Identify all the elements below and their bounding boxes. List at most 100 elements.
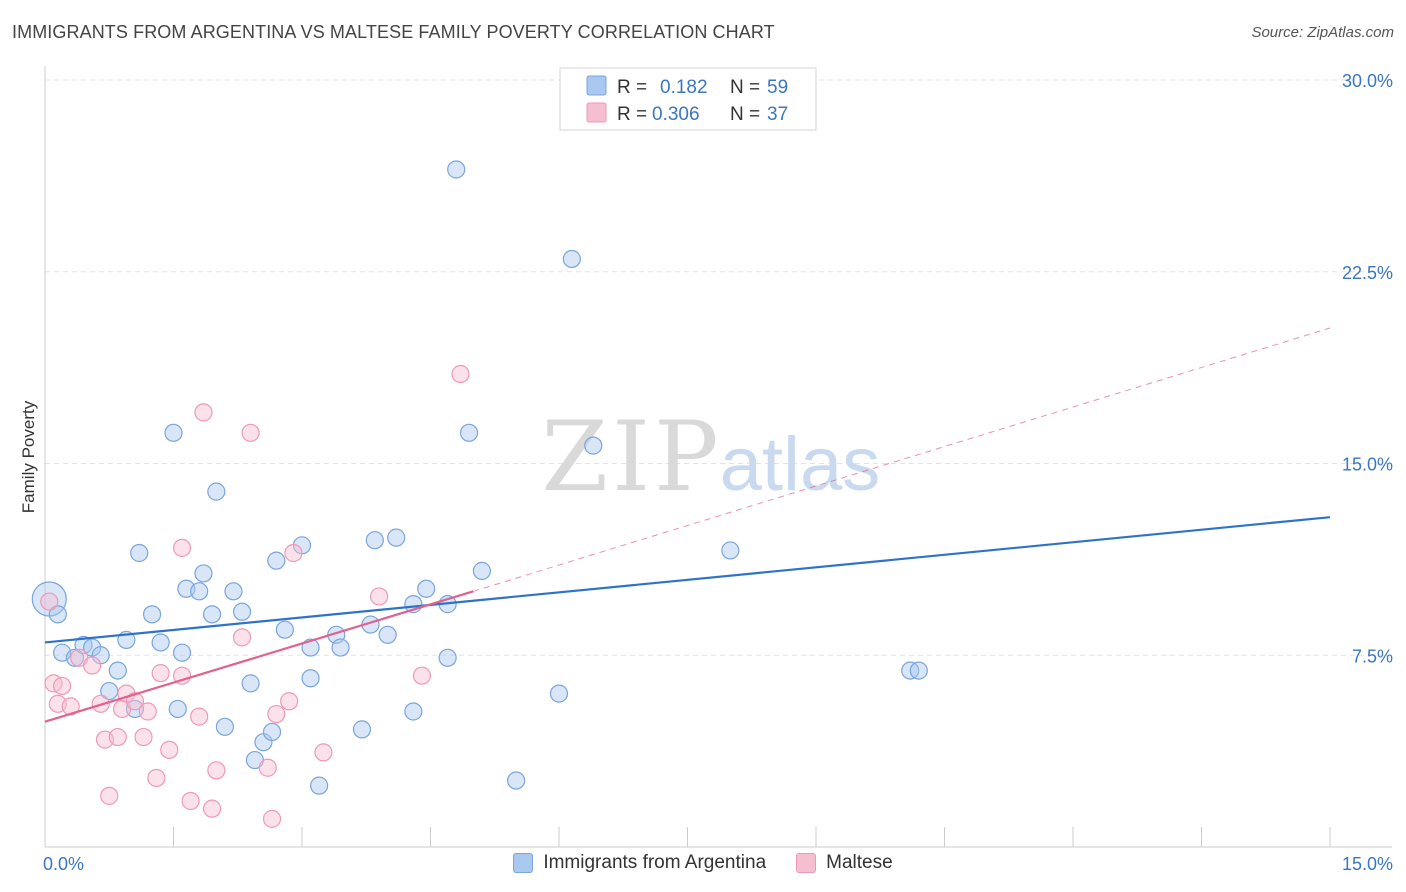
legend-swatch-argentina	[513, 853, 534, 873]
maltese-point	[134, 727, 153, 747]
argentina-point	[378, 625, 397, 644]
maltese-point	[181, 791, 200, 811]
argentina-point	[232, 602, 252, 621]
legend-label-maltese: Maltese	[826, 852, 893, 873]
grid-lines	[45, 79, 1392, 656]
legend-item-maltese: Maltese	[796, 852, 893, 874]
argentina-point	[142, 605, 162, 624]
argentina-point	[301, 669, 320, 688]
argentina-point	[151, 633, 170, 652]
x-tick-label: 0.0%	[43, 854, 84, 874]
maltese-point	[100, 786, 119, 805]
watermark-atlas: atlas	[720, 422, 881, 507]
argentina-point	[404, 702, 423, 721]
argentina-point	[202, 605, 222, 624]
argentina-point	[417, 579, 436, 598]
argentina-point	[562, 249, 581, 269]
maltese-point	[267, 704, 286, 724]
maltese-point	[202, 799, 222, 818]
argentina-point	[130, 543, 149, 563]
maltese-point	[207, 761, 226, 780]
maltese-point	[280, 692, 299, 711]
y-tick-label: 15.0%	[1342, 455, 1393, 475]
maltese-point	[284, 543, 303, 563]
argentina-point	[909, 661, 928, 680]
trend-lines	[44, 327, 1331, 723]
legend-r-value-blue: 0.182	[660, 77, 708, 98]
legend-n-value-blue: 59	[767, 77, 788, 98]
stats-legend: R = 0.182 N = 59 R = 0.306 N = 37	[559, 67, 817, 131]
legend-swatch-pink	[586, 102, 607, 123]
legend-n-value-pink: 37	[767, 104, 788, 125]
maltese-point	[40, 592, 59, 611]
argentina-point	[215, 717, 234, 736]
argentina-point	[310, 776, 329, 795]
maltese-point	[53, 676, 72, 696]
legend-n-label-pink: N =	[730, 104, 760, 125]
maltese-point	[258, 758, 277, 777]
y-axis-label: Family Poverty	[19, 400, 38, 513]
argentina-point	[168, 699, 187, 719]
maltese-point	[83, 656, 102, 675]
argentina-point	[352, 720, 372, 739]
legend-r-label-pink: R =	[617, 104, 647, 125]
maltese-point	[125, 692, 145, 711]
maltese-point	[138, 702, 157, 721]
argentina-point	[549, 684, 569, 703]
maltese-point	[451, 364, 470, 384]
source-label: Source: ZipAtlas.com	[1251, 24, 1394, 41]
maltese-point	[151, 664, 170, 683]
maltese-point	[108, 727, 127, 747]
maltese-point	[412, 666, 432, 685]
legend-label-argentina: Immigrants from Argentina	[543, 852, 767, 873]
maltese-point	[194, 403, 213, 422]
argentina-point	[459, 423, 479, 442]
legend-swatch-blue	[586, 75, 607, 96]
maltese-point	[160, 740, 179, 759]
y-tick-label: 22.5%	[1342, 263, 1393, 283]
argentina-point	[207, 482, 226, 501]
argentina-point	[267, 551, 286, 570]
argentina-point	[387, 528, 406, 547]
watermark-zip: ZIP	[541, 401, 722, 513]
argentina-point	[65, 648, 85, 667]
maltese-point	[241, 423, 260, 442]
axes	[44, 66, 1392, 848]
chart-title: IMMIGRANTS FROM ARGENTINA VS MALTESE FAM…	[12, 22, 775, 42]
legend-item-argentina: Immigrants from Argentina	[513, 852, 766, 874]
argentina-point	[301, 638, 320, 657]
y-tick-label: 30.0%	[1342, 71, 1393, 91]
argentina-point	[108, 661, 127, 680]
series-argentina-points	[31, 160, 928, 795]
maltese-point	[370, 587, 389, 606]
argentina-point	[194, 564, 213, 583]
legend-r-label-blue: R =	[617, 77, 647, 98]
legend-r-value-pink: 0.306	[652, 104, 700, 125]
watermark: ZIP atlas	[541, 401, 880, 513]
maltese-point	[190, 707, 209, 726]
argentina-point	[447, 160, 466, 179]
maltese-point	[147, 768, 166, 788]
argentina-point	[172, 643, 192, 662]
argentina-point	[365, 531, 384, 550]
x-tick-label: 15.0%	[1342, 854, 1393, 874]
legend-swatch-maltese	[796, 853, 817, 873]
argentina-point	[721, 541, 740, 560]
argentina-point	[48, 605, 67, 624]
argentina-point	[507, 771, 526, 790]
maltese-point	[172, 538, 192, 557]
argentina-point	[472, 561, 491, 580]
maltese-point	[314, 743, 333, 762]
series-legend: Immigrants from Argentina Maltese	[0, 852, 1406, 874]
argentina-point	[241, 674, 260, 693]
y-tick-label: 7.5%	[1352, 646, 1393, 666]
argentina-point	[164, 423, 183, 442]
trend-line-argentina	[44, 516, 1331, 644]
trend-line-maltese	[44, 590, 474, 723]
argentina-point	[262, 722, 282, 742]
legend-n-label-blue: N =	[730, 77, 760, 98]
argentina-point	[331, 638, 350, 657]
maltese-point	[232, 628, 252, 647]
maltese-point	[172, 666, 192, 685]
